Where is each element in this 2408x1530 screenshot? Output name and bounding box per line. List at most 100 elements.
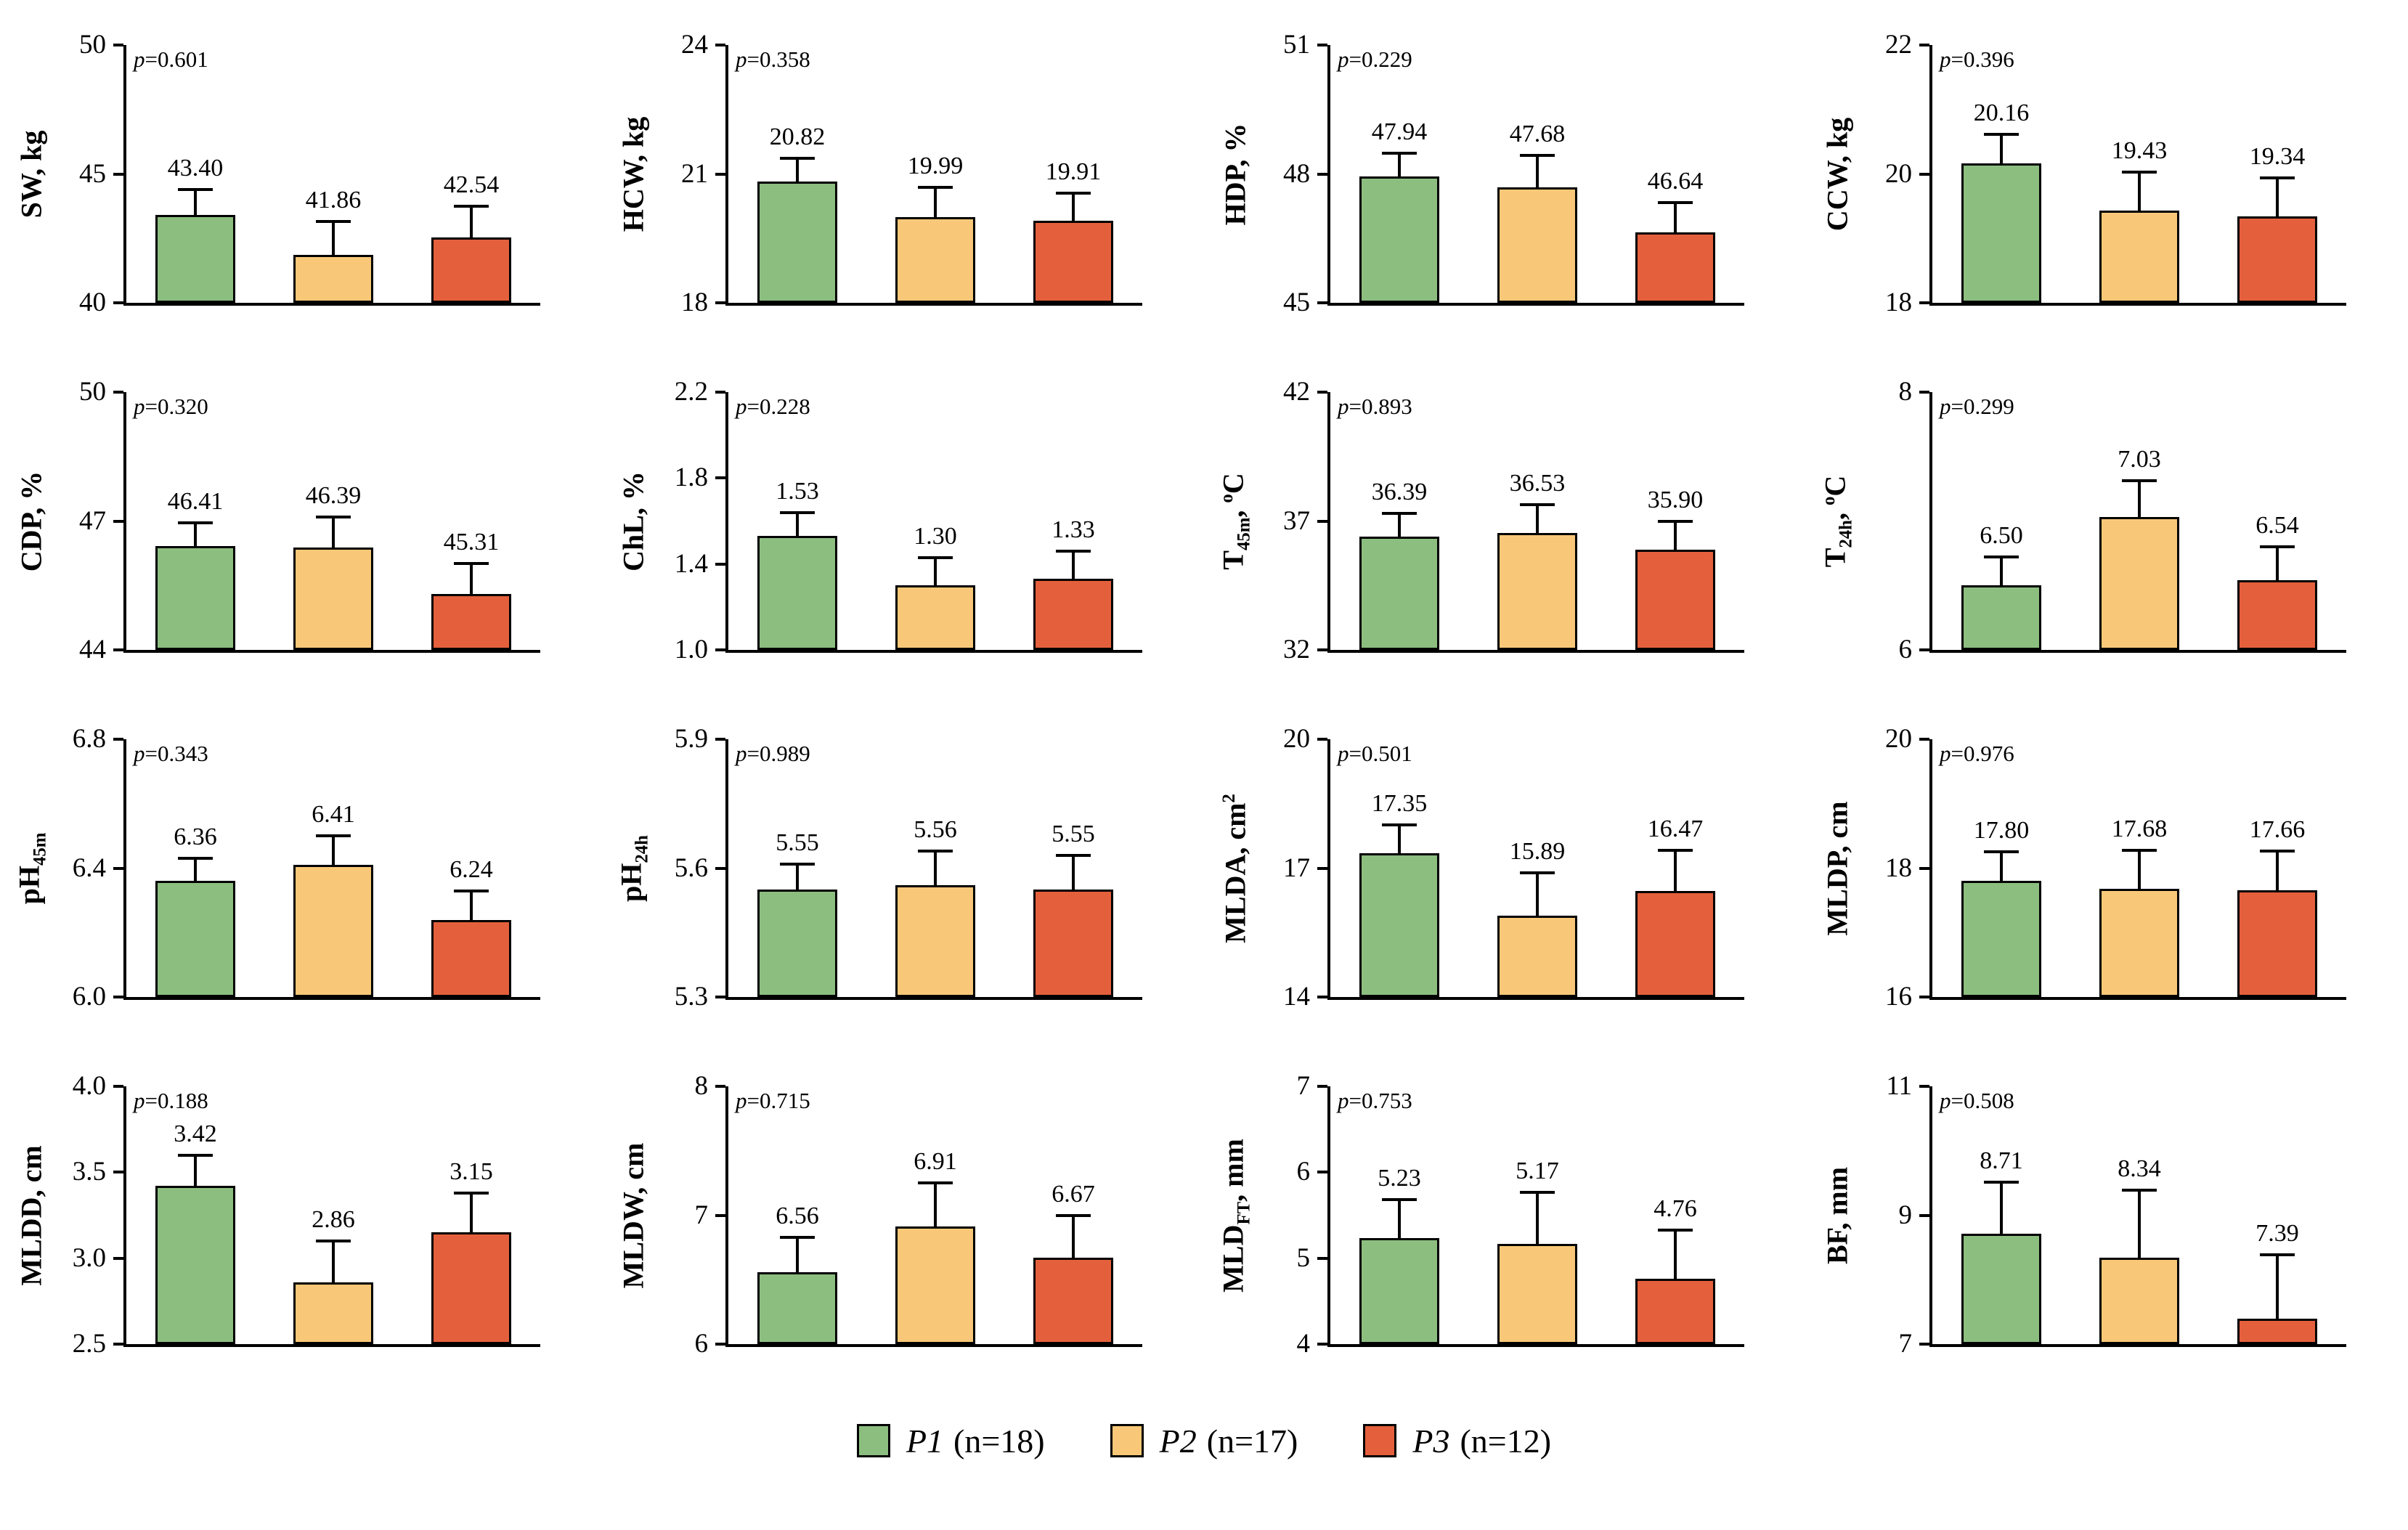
error-bar-cap bbox=[454, 889, 489, 892]
error-bar-line bbox=[1398, 1200, 1401, 1240]
y-axis-title: MLDFT, mm bbox=[1216, 1138, 1254, 1293]
bar-value-label: 6.56 bbox=[776, 1202, 819, 1229]
error-bar-cap bbox=[1658, 1228, 1693, 1232]
y-tick-mark bbox=[113, 391, 123, 394]
bar-value-label: 46.39 bbox=[305, 482, 362, 510]
y-tick-label: 4 bbox=[1296, 1329, 1311, 1359]
bar bbox=[1497, 187, 1577, 303]
error-bar-line bbox=[1536, 505, 1539, 535]
error-bar-cap bbox=[1520, 503, 1555, 507]
error-bar-cap bbox=[780, 862, 815, 866]
bar bbox=[1359, 1238, 1439, 1344]
y-tick-label: 20 bbox=[1885, 158, 1912, 189]
p-value-label: p=0.396 bbox=[1940, 46, 2014, 72]
y-tick-mark bbox=[1317, 738, 1327, 741]
chart-panel: CCW, kg p=0.396 18 20 22 20.16 19.43 19.34 bbox=[1806, 10, 2408, 357]
bar bbox=[1635, 1279, 1715, 1344]
bar bbox=[895, 885, 975, 997]
error-bar-cap bbox=[2260, 850, 2295, 853]
y-tick-mark bbox=[715, 866, 725, 870]
y-tick-label: 1.0 bbox=[674, 635, 708, 664]
y-tick-mark bbox=[715, 1343, 725, 1346]
error-bar-cap bbox=[1382, 512, 1417, 516]
y-tick-mark bbox=[113, 996, 123, 998]
y-tick-mark bbox=[715, 1085, 725, 1088]
p-value-label: p=0.989 bbox=[736, 741, 810, 766]
p-value-label: p=0.358 bbox=[736, 46, 810, 72]
y-tick-mark bbox=[113, 1256, 123, 1260]
y-tick-mark bbox=[715, 562, 725, 566]
y-axis-title: ChL, % bbox=[617, 471, 650, 571]
error-bar-line bbox=[2138, 850, 2141, 890]
error-bar-line bbox=[2000, 1182, 2003, 1236]
y-tick-label: 50 bbox=[79, 377, 106, 407]
bar bbox=[895, 585, 975, 650]
bar-value-label: 6.67 bbox=[1052, 1180, 1095, 1208]
bar bbox=[1033, 221, 1113, 303]
bar-value-label: 7.03 bbox=[2118, 446, 2161, 473]
y-tick-label: 18 bbox=[1885, 853, 1912, 883]
p-value-label: p=0.976 bbox=[1940, 741, 2014, 766]
bar-value-label: 5.17 bbox=[1516, 1157, 1559, 1184]
y-tick-label: 7 bbox=[694, 1200, 709, 1230]
plot-area: p=0.358 18 21 24 20.82 19.99 19.91 bbox=[681, 30, 1142, 317]
y-tick-mark bbox=[1919, 648, 1929, 651]
error-bar-cap bbox=[1658, 519, 1693, 523]
y-axis-title-wrap: ChL, % bbox=[609, 392, 657, 650]
bar-value-label: 45.31 bbox=[443, 529, 500, 556]
error-bar-cap bbox=[2122, 1188, 2157, 1192]
error-bar-line bbox=[332, 1241, 335, 1284]
error-bar-cap bbox=[2122, 170, 2157, 174]
chart-grid: SW, kg p=0.601 40 45 50 43.40 41.86 42.54 HCW, k… bbox=[0, 10, 2408, 1399]
legend-label-p3: P3 (n=12) bbox=[1412, 1422, 1551, 1460]
y-tick-label: 18 bbox=[1885, 288, 1912, 317]
y-tick-label: 5.9 bbox=[674, 724, 708, 754]
error-bar-line bbox=[194, 189, 197, 217]
y-tick-mark bbox=[1317, 301, 1327, 304]
error-bar-line bbox=[194, 1155, 197, 1188]
y-tick-label: 47 bbox=[79, 505, 106, 536]
y-tick-mark bbox=[113, 1171, 123, 1174]
bar bbox=[155, 881, 235, 997]
bar-value-label: 19.34 bbox=[2249, 142, 2306, 170]
y-tick-mark bbox=[715, 1213, 725, 1217]
p-value-label: p=0.343 bbox=[134, 741, 208, 766]
legend: P1 (n=18) P2 (n=17) P3 (n=12) bbox=[0, 1399, 2408, 1483]
y-tick-label: 22 bbox=[1885, 30, 1912, 60]
y-tick-mark bbox=[1919, 391, 1929, 394]
error-bar-cap bbox=[1520, 154, 1555, 158]
error-bar-line bbox=[1674, 521, 1677, 551]
bar-value-label: 17.35 bbox=[1371, 790, 1428, 818]
p-value-label: p=0.320 bbox=[134, 394, 208, 419]
bar-value-label: 19.99 bbox=[907, 152, 964, 179]
legend-item-p1: P1 (n=18) bbox=[856, 1422, 1045, 1460]
legend-swatch-p1 bbox=[856, 1424, 890, 1457]
bar bbox=[2099, 1258, 2179, 1344]
error-bar-cap bbox=[316, 516, 351, 519]
bar-value-label: 3.15 bbox=[450, 1157, 493, 1185]
bar bbox=[293, 1282, 373, 1344]
y-tick-mark bbox=[715, 301, 725, 304]
y-tick-label: 6 bbox=[1296, 1157, 1311, 1187]
bar-value-label: 20.82 bbox=[769, 123, 826, 150]
y-tick-mark bbox=[1919, 1213, 1929, 1217]
y-tick-mark bbox=[1317, 391, 1327, 394]
chart-panel: HDP, % p=0.229 45 48 51 47.94 47.68 46.64 bbox=[1204, 10, 1806, 357]
bar-value-label: 35.90 bbox=[1647, 486, 1704, 513]
bar bbox=[757, 182, 837, 303]
y-tick-label: 42 bbox=[1283, 377, 1310, 407]
error-bar-line bbox=[332, 836, 335, 867]
bar-value-label: 6.91 bbox=[914, 1148, 957, 1176]
y-tick-label: 5.6 bbox=[674, 853, 708, 883]
bar-value-label: 19.43 bbox=[2111, 137, 2168, 164]
bar bbox=[1033, 890, 1113, 997]
y-axis-title-wrap: MLDFT, mm bbox=[1211, 1086, 1259, 1344]
error-bar-line bbox=[2276, 1254, 2279, 1321]
error-bar-line bbox=[332, 221, 335, 256]
error-bar-line bbox=[934, 187, 937, 219]
bar-value-label: 16.47 bbox=[1647, 815, 1704, 842]
error-bar-cap bbox=[454, 562, 489, 566]
chart-panel: MLDD, cm p=0.188 2.5 3.0 3.5 4.0 3.42 2.86 3.15 bbox=[0, 1051, 602, 1399]
bar bbox=[757, 890, 837, 997]
bar bbox=[293, 865, 373, 997]
